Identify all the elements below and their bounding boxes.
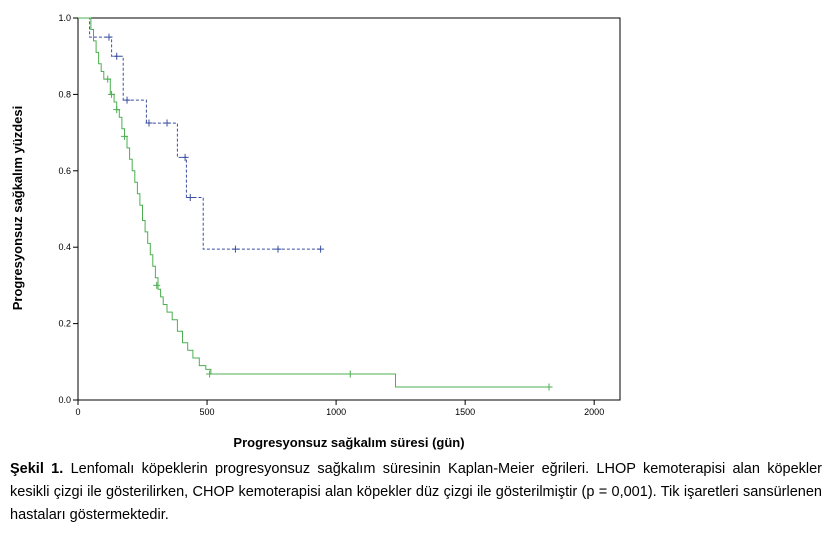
caption-text: Lenfomalı köpeklerin progresyonsuz sağka… bbox=[10, 461, 822, 523]
censor-mark bbox=[186, 194, 194, 202]
x-tick-label: 0 bbox=[75, 407, 80, 417]
y-tick-label: 0.0 bbox=[58, 395, 71, 405]
y-tick-label: 0.2 bbox=[58, 319, 71, 329]
kaplan-meier-chart: 0.0 0.2 0.4 0.6 0.8 1.0 0 500 1000 1500 2000 Prog… bbox=[10, 13, 621, 450]
censor-mark bbox=[123, 96, 131, 104]
y-axis-ticks: 0.0 0.2 0.4 0.6 0.8 1.0 bbox=[58, 13, 78, 405]
censor-mark bbox=[206, 370, 214, 378]
censor-mark bbox=[163, 119, 171, 127]
series-layer bbox=[78, 17, 553, 391]
caption-label: Şekil 1. bbox=[10, 461, 64, 477]
y-axis-title: Progresyonsuz sağkalım yüzdesi bbox=[10, 106, 25, 310]
censor-mark bbox=[145, 119, 153, 127]
y-tick-label: 1.0 bbox=[58, 13, 71, 23]
x-tick-label: 500 bbox=[200, 407, 215, 417]
x-axis-ticks: 0 500 1000 1500 2000 bbox=[75, 400, 604, 417]
censor-mark bbox=[231, 245, 239, 253]
x-axis-title: Progresyonsuz sağkalım süresi (gün) bbox=[233, 435, 464, 450]
figure-caption: Şekil 1. Lenfomalı köpeklerin progresyon… bbox=[10, 458, 822, 527]
censor-mark bbox=[113, 106, 121, 114]
censor-mark bbox=[113, 52, 121, 60]
y-tick-label: 0.6 bbox=[58, 166, 71, 176]
censor-mark bbox=[120, 132, 128, 140]
y-tick-label: 0.8 bbox=[58, 89, 71, 99]
censor-mark bbox=[108, 90, 116, 98]
censor-mark bbox=[274, 245, 282, 253]
censor-mark bbox=[317, 245, 325, 253]
censor-mark bbox=[346, 370, 354, 378]
censor-mark bbox=[105, 33, 113, 41]
censor-mark bbox=[545, 383, 553, 391]
censor-mark bbox=[104, 75, 112, 83]
censor-mark bbox=[153, 281, 161, 289]
x-tick-label: 1500 bbox=[455, 407, 475, 417]
censor-mark bbox=[181, 153, 189, 161]
x-tick-label: 1000 bbox=[326, 407, 346, 417]
y-tick-label: 0.4 bbox=[58, 242, 71, 252]
plot-area bbox=[77, 17, 621, 401]
km-curve-dashed bbox=[78, 17, 322, 250]
x-tick-label: 2000 bbox=[584, 407, 604, 417]
